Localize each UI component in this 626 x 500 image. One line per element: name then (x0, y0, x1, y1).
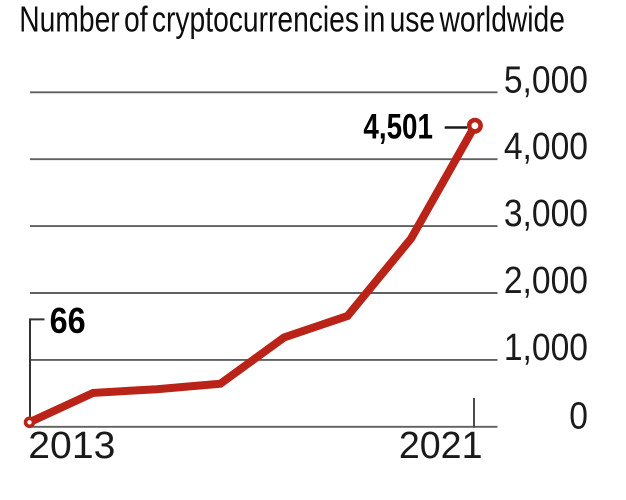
svg-text:3,000: 3,000 (504, 192, 588, 234)
svg-text:2021: 2021 (399, 425, 483, 467)
svg-text:2,000: 2,000 (504, 259, 588, 301)
svg-text:4,501: 4,501 (363, 106, 433, 146)
svg-text:5,000: 5,000 (504, 58, 588, 100)
svg-text:2013: 2013 (28, 425, 115, 467)
svg-text:0: 0 (569, 395, 588, 437)
svg-text:1,000: 1,000 (504, 326, 588, 368)
svg-text:66: 66 (50, 301, 86, 341)
svg-text:4,000: 4,000 (504, 125, 588, 167)
svg-text:Number of cryptocurrencies in: Number of cryptocurrencies in use worldw… (19, 0, 565, 39)
